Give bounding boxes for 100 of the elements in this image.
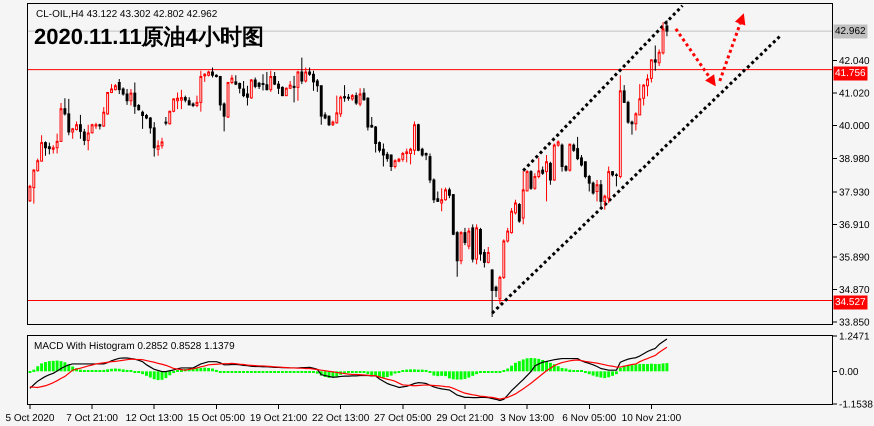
x-tick-label: 5 Oct 2020: [5, 413, 55, 424]
bar: [464, 371, 466, 379]
x-tick-label: 12 Oct 13:00: [126, 413, 184, 424]
y-tick-label: 37.930: [839, 187, 870, 198]
candlestick: [94, 122, 98, 130]
y-tick-label: 1.2471: [839, 332, 870, 342]
bar: [467, 371, 470, 378]
candlestick: [390, 154, 393, 172]
bar: [141, 371, 144, 374]
y-tick-label: 42.040: [839, 56, 870, 68]
candlestick: [568, 143, 572, 172]
candlestick: [358, 88, 362, 107]
bar: [599, 371, 602, 378]
candlestick: [335, 95, 338, 124]
candlestick: [401, 151, 404, 162]
bar: [665, 363, 668, 372]
y-tick-label: 38.980: [839, 154, 870, 165]
x-tick-label: 19 Oct 21:00: [250, 413, 308, 424]
candlestick: [599, 179, 602, 209]
bar: [366, 371, 370, 374]
bar: [444, 371, 447, 376]
bar: [390, 371, 393, 376]
candlestick: [118, 78, 121, 95]
y-tick-label: 41.020: [839, 88, 870, 100]
candlestick: [312, 70, 315, 92]
y-tick-label: 35.890: [839, 252, 870, 264]
bar: [630, 365, 634, 372]
candlestick: [44, 140, 47, 156]
candlestick: [114, 84, 117, 92]
bar: [106, 369, 110, 372]
candlestick: [176, 92, 179, 110]
bar: [207, 368, 210, 372]
candlestick: [475, 224, 478, 265]
candlestick: [328, 114, 330, 126]
bar: [164, 371, 168, 378]
candlestick: [180, 89, 183, 110]
candlestick: [211, 67, 214, 78]
candlestick: [560, 143, 564, 172]
bar: [650, 364, 653, 372]
candlestick: [530, 170, 532, 190]
bar: [592, 371, 595, 376]
candlestick: [545, 154, 548, 202]
candlestick: [300, 57, 304, 85]
candlestick: [467, 227, 470, 250]
bar: [382, 371, 385, 378]
candlestick: [596, 179, 598, 202]
candlestick: [265, 72, 268, 92]
bar: [114, 368, 117, 372]
candlestick: [48, 142, 51, 155]
bar: [48, 361, 51, 372]
candlestick: [552, 143, 556, 182]
bar: [611, 371, 614, 376]
candlestick: [192, 102, 195, 108]
bar: [448, 371, 451, 378]
candlestick: [618, 74, 622, 179]
candlestick: [440, 188, 444, 212]
candlestick: [343, 84, 346, 102]
candlestick: [86, 124, 90, 151]
bar: [156, 371, 160, 380]
bar: [440, 371, 444, 376]
bar: [148, 371, 152, 378]
bar: [607, 371, 610, 378]
bar: [44, 362, 47, 372]
bar: [642, 364, 646, 372]
bar: [614, 371, 618, 374]
x-tick-label: 22 Oct 13:00: [312, 413, 370, 424]
y-tick-label: 33.850: [839, 318, 870, 329]
candlestick: [522, 170, 525, 225]
bar: [596, 371, 598, 377]
candlestick: [141, 110, 144, 130]
candlestick: [262, 74, 264, 92]
bar: [56, 360, 59, 372]
text: MACD With Histogram 0.2852 0.8528 1.1379: [34, 341, 236, 352]
bar: [646, 364, 649, 372]
candlestick: [350, 94, 354, 102]
candlestick: [654, 45, 657, 72]
candlestick: [486, 246, 490, 264]
bar: [460, 371, 463, 380]
bar: [618, 368, 622, 372]
bar: [36, 366, 40, 372]
candlestick: [665, 20, 668, 37]
bar: [560, 368, 564, 372]
x-tick-label: 7 Oct 21:00: [66, 413, 118, 424]
bar: [196, 368, 198, 372]
y-tick-label: 40.000: [839, 121, 870, 132]
candlestick: [405, 148, 408, 163]
candlestick: [126, 88, 128, 106]
bar: [409, 369, 412, 372]
x-tick-label: 3 Nov 13:00: [500, 413, 554, 424]
y-tick-label: 0.00: [839, 366, 859, 378]
candlestick: [129, 88, 132, 106]
bar: [203, 368, 206, 372]
bar: [456, 371, 459, 380]
bar: [199, 368, 202, 372]
bar: [122, 369, 125, 372]
candlestick: [250, 78, 253, 100]
candlestick: [156, 140, 160, 156]
candlestick: [354, 92, 358, 106]
candlestick: [464, 227, 466, 246]
candlestick: [382, 143, 385, 168]
